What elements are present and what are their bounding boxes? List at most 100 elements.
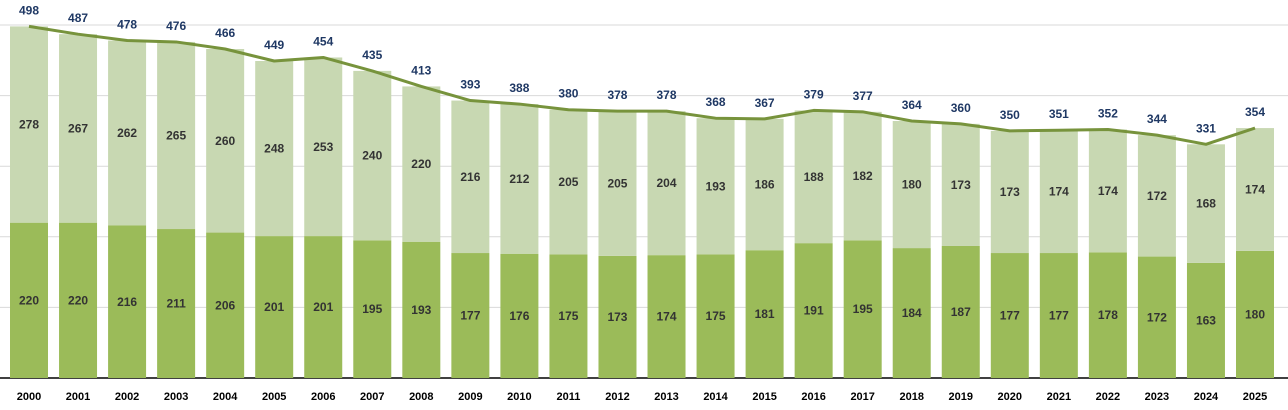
- bar-top: [451, 100, 490, 254]
- bar-top: [304, 57, 343, 237]
- bar-top-label: 248: [264, 142, 284, 156]
- bar-bottom-label: 173: [607, 310, 627, 324]
- bar-top-label: 240: [362, 149, 382, 163]
- bar-bottom-label: 195: [853, 302, 873, 316]
- x-tick-label: 2018: [899, 391, 923, 403]
- bar-bottom: [353, 240, 392, 378]
- x-tick-label: 2011: [557, 391, 581, 403]
- bar-top: [598, 111, 637, 256]
- total-label: 498: [19, 3, 39, 17]
- bar-bottom-label: 220: [19, 293, 39, 307]
- total-label: 360: [951, 101, 971, 115]
- bar-top: [647, 111, 686, 256]
- bar-top: [549, 109, 588, 255]
- x-tick-label: 2002: [115, 391, 139, 403]
- bar-bottom-label: 195: [362, 302, 382, 316]
- total-label: 378: [607, 88, 627, 102]
- bar-bottom: [990, 253, 1029, 378]
- x-tick-label: 2019: [949, 391, 973, 403]
- bar-bottom-label: 216: [117, 295, 137, 309]
- total-label: 454: [313, 34, 333, 48]
- bar-top-label: 174: [1245, 182, 1265, 196]
- bar-top-label: 267: [68, 121, 88, 135]
- bar-bottom-label: 178: [1098, 308, 1118, 322]
- x-tick-label: 2022: [1096, 391, 1120, 403]
- bar-top: [696, 118, 735, 255]
- bar-top: [157, 41, 196, 230]
- x-tick-label: 2013: [654, 391, 678, 403]
- bar-top: [1088, 129, 1127, 253]
- bar-bottom-label: 177: [1049, 309, 1069, 323]
- bar-top: [206, 49, 245, 233]
- bar-bottom-label: 181: [755, 307, 775, 321]
- total-label: 352: [1098, 106, 1118, 120]
- total-label: 378: [657, 88, 677, 102]
- total-label: 368: [706, 95, 726, 109]
- bar-bottom-label: 211: [166, 297, 186, 311]
- total-label: 350: [1000, 108, 1020, 122]
- total-line: [28, 24, 1256, 146]
- bar-top: [255, 61, 294, 237]
- bar-top: [10, 26, 48, 223]
- bar-bottom: [598, 255, 637, 378]
- bar-top-label: 168: [1196, 197, 1216, 211]
- bar-top-label: 188: [804, 170, 824, 184]
- total-label: 435: [362, 48, 382, 62]
- bar-top: [59, 34, 98, 223]
- bar-top: [1236, 128, 1274, 251]
- x-tick-label: 2020: [998, 391, 1022, 403]
- bar-top: [794, 110, 833, 244]
- bar-top-label: 180: [902, 178, 922, 192]
- bar-bottom-label: 175: [558, 309, 578, 323]
- bar-bottom: [1137, 256, 1176, 378]
- bar-bottom-label: 163: [1196, 313, 1216, 327]
- total-label: 367: [755, 96, 775, 110]
- bar-top: [108, 40, 147, 226]
- total-label: 393: [460, 78, 480, 92]
- bar-top: [941, 123, 980, 246]
- bar-top: [990, 130, 1029, 254]
- total-label: 449: [264, 38, 284, 52]
- x-tick-label: 2010: [507, 391, 531, 403]
- bar-top-label: 216: [460, 170, 480, 184]
- x-tick-label: 2025: [1243, 391, 1267, 403]
- bar-bottom-label: 220: [68, 293, 88, 307]
- x-tick-label: 2024: [1194, 391, 1219, 403]
- bar-bottom: [941, 245, 980, 378]
- bar-bottom-label: 177: [460, 309, 480, 323]
- bar-bottom-label: 201: [264, 300, 284, 314]
- bar-bottom-label: 172: [1147, 310, 1167, 324]
- total-label: 354: [1245, 105, 1265, 119]
- x-tick-label: 2004: [213, 391, 238, 403]
- bar-bottom: [402, 241, 441, 378]
- bar-top: [500, 104, 539, 254]
- x-tick-label: 2009: [458, 391, 482, 403]
- bar-top-label: 262: [117, 126, 137, 140]
- bar-bottom: [1186, 262, 1225, 378]
- bar-bottom: [892, 248, 931, 378]
- bar-bottom: [255, 236, 294, 378]
- total-label: 377: [853, 89, 873, 103]
- bar-top-label: 205: [558, 175, 578, 189]
- x-tick-label: 2007: [360, 391, 384, 403]
- bar-top-label: 182: [853, 169, 873, 183]
- bar-bottom: [1236, 250, 1274, 378]
- x-tick-label: 2005: [262, 391, 286, 403]
- bar-top-label: 173: [1000, 185, 1020, 199]
- bar-top-label: 193: [706, 179, 726, 193]
- total-label: 351: [1049, 107, 1069, 121]
- total-label: 364: [902, 98, 922, 112]
- x-tick-label: 2015: [752, 391, 776, 403]
- x-tick-label: 2021: [1047, 391, 1071, 403]
- x-tick-label: 2012: [605, 391, 629, 403]
- bar-bottom-label: 191: [804, 304, 824, 318]
- bar-bottom: [1039, 253, 1078, 378]
- bar-bottom-label: 187: [951, 305, 971, 319]
- x-tick-label: 2008: [409, 391, 433, 403]
- bar-top: [745, 118, 784, 251]
- bar-bottom: [206, 232, 245, 378]
- x-tick-label: 2017: [850, 391, 874, 403]
- bar-top-label: 173: [951, 178, 971, 192]
- bar-top: [1137, 135, 1176, 257]
